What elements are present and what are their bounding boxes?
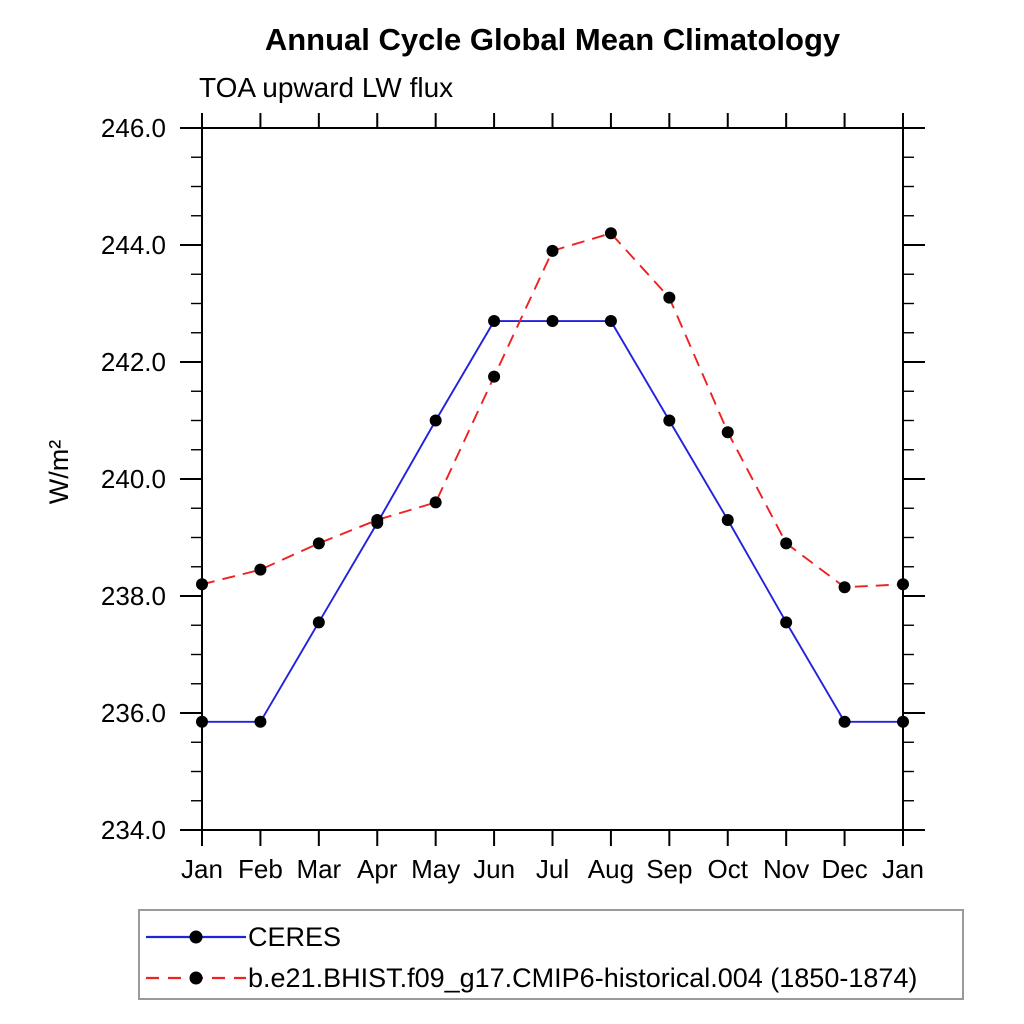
x-tick-label: Nov [763,854,809,884]
y-tick-label: 238.0 [101,581,166,611]
series-line-0 [202,320,903,723]
x-tick-label: Jan [181,854,223,884]
legend-entry-ceres: CERES [144,920,341,954]
y-tick-label: 236.0 [101,698,166,728]
legend-marker-icon [189,971,203,985]
legend-label-model: b.e21.BHIST.f09_g17.CMIP6-historical.004… [248,963,918,993]
x-tick-label: Dec [821,854,867,884]
series-line-1 [201,232,904,589]
ceres-line-sample [146,930,246,944]
data-point-marker-0 [488,315,501,328]
data-point-marker-0 [429,414,442,427]
data-point-marker-0 [838,715,851,728]
data-point-marker-1 [897,578,909,591]
x-tick-label: Sep [646,854,692,884]
data-point-marker-1 [604,227,617,240]
y-tick-label: 240.0 [101,464,166,494]
legend-label-ceres: CERES [248,922,342,952]
axis-frame [201,127,904,831]
data-point-marker-1 [488,370,501,383]
x-tick-label: Mar [296,854,341,884]
data-point-marker-0 [721,513,734,526]
x-tick-label: May [411,854,460,884]
x-tick-label: Jun [473,854,515,884]
x-tick-label: Jan [882,854,924,884]
x-tick-label: Oct [708,854,749,884]
data-point-marker-0 [546,315,559,328]
data-point-marker-1 [721,426,734,439]
data-point-marker-0 [312,616,325,629]
y-tick-label: 246.0 [101,113,166,143]
model-line-sample [146,971,246,985]
data-point-marker-0 [196,715,208,728]
data-point-marker-0 [254,715,267,728]
data-point-marker-1 [312,537,325,550]
x-tick-label: Jul [536,854,569,884]
legend-box: CERES b.e21.BHIST.f09_g17.CMIP6-historic… [138,909,964,1000]
y-tick-label: 244.0 [101,230,166,260]
legend-marker-icon [189,930,203,944]
legend-entry-model: b.e21.BHIST.f09_g17.CMIP6-historical.004… [144,961,917,995]
data-point-marker-1 [546,244,559,257]
y-axis-label: W/m² [44,440,74,504]
y-tick-label: 234.0 [101,815,166,845]
x-tick-label: Aug [588,854,634,884]
data-point-marker-1 [196,578,208,591]
data-point-marker-0 [897,715,909,728]
chart-subtitle: TOA upward LW flux [199,72,454,103]
data-point-marker-1 [254,563,267,576]
data-point-marker-1 [429,496,442,509]
data-point-marker-0 [780,616,793,629]
data-point-marker-1 [371,513,384,526]
x-tick-label: Apr [357,854,398,884]
chart-title: Annual Cycle Global Mean Climatology [264,22,841,57]
x-tick-label: Feb [238,854,283,884]
data-point-marker-1 [838,581,851,594]
data-point-marker-1 [780,537,793,550]
data-point-marker-1 [663,291,676,304]
y-tick-label: 242.0 [101,347,166,377]
data-point-marker-0 [663,414,676,427]
data-point-marker-0 [604,315,617,328]
